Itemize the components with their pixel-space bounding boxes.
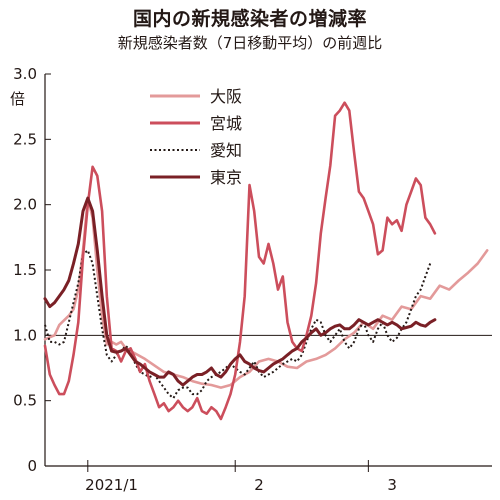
chart-title: 国内の新規感染者の増減率 [132,8,367,30]
legend-label-0: 大阪 [210,87,242,106]
legend-label-1: 宮城 [210,114,242,133]
series-line-3 [43,196,437,387]
x-tick-label: 3 [387,476,397,494]
legend-label-2: 愛知 [210,141,242,160]
y-tick-label: 0 [27,457,37,475]
series-line-1 [43,101,437,421]
y-tick-label: 3.0 [13,65,37,83]
legend-label-3: 東京 [210,168,242,187]
series-lines [43,101,489,421]
y-tick-label: 0.5 [13,392,37,410]
x-tick-label: 2 [254,476,264,494]
y-axis-label: 倍 [10,90,25,108]
series-line-0 [43,196,489,389]
axes: 0 0.5 1.0 1.5 2.0 2.5 3.0 2021/1 2 3 [13,65,492,494]
series-line-2 [44,249,432,400]
y-tick-label: 1.0 [13,326,37,344]
y-axis-unit: 倍 [10,90,25,108]
x-tick-label: 2021/1 [85,476,138,494]
chart-subtitle: 新規感染者数（7日移動平均）の前週比 [117,34,383,52]
y-tick-label: 1.5 [13,261,37,279]
y-tick-label: 2.5 [13,130,37,148]
y-tick-label: 2.0 [13,196,37,214]
